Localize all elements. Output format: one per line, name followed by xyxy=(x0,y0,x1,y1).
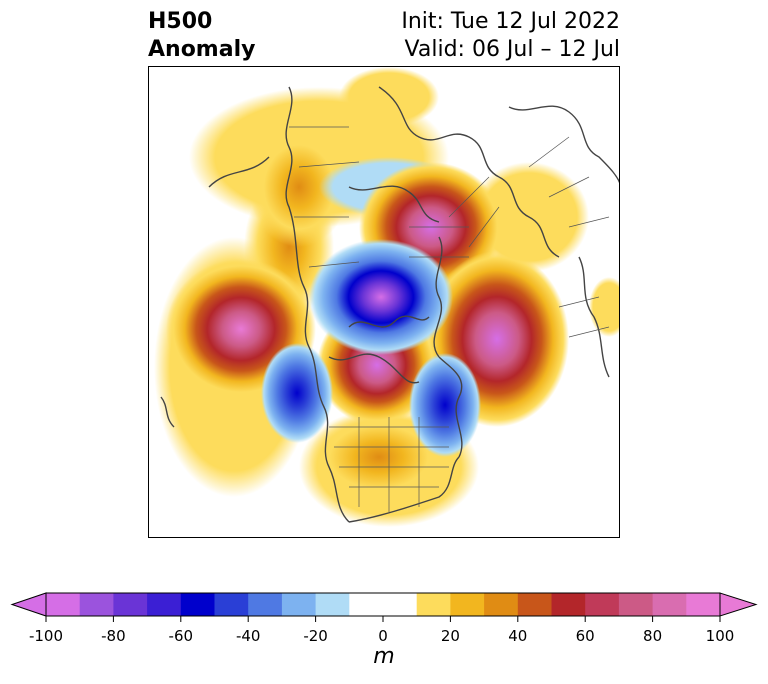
valid-range-label: Valid: 06 Jul – 12 Jul xyxy=(404,37,620,62)
colorbar-tick-label: -100 xyxy=(29,627,63,645)
map-canvas xyxy=(154,67,619,527)
colorbar-unit-label: m xyxy=(373,644,395,669)
colorbar-segment xyxy=(46,593,81,616)
colorbar-extend-low xyxy=(10,592,47,617)
title-line-anomaly: Anomaly xyxy=(148,37,256,62)
colorbar-ticks: -100 -80 -60 -40 -20 0 20 40 60 80 100 xyxy=(29,616,734,645)
colorbar-segment xyxy=(147,593,182,616)
map-coastlines xyxy=(160,86,619,523)
colorbar: -100 -80 -60 -40 -20 0 20 40 60 80 100 xyxy=(10,592,758,645)
colorbar-segment xyxy=(349,593,384,616)
colorbar-segment xyxy=(517,593,552,616)
colorbar-tick-label: 60 xyxy=(576,627,595,645)
colorbar-segment xyxy=(484,593,519,616)
map-borders xyxy=(289,126,610,512)
map-title: H500 Anomaly xyxy=(148,8,255,64)
colorbar-segment xyxy=(686,593,721,616)
colorbar-tick-label: -60 xyxy=(169,627,194,645)
colorbar-segment xyxy=(281,593,317,616)
colorbar-segment xyxy=(315,593,350,616)
colorbar-segment xyxy=(79,593,114,616)
colorbar-tick-label: -80 xyxy=(101,627,126,645)
map-subtitle: Init: Tue 12 Jul 2022 Valid: 06 Jul – 12… xyxy=(401,8,620,64)
colorbar-segment xyxy=(416,593,451,616)
colorbar-segment xyxy=(180,593,215,616)
colorbar-tick-label: 100 xyxy=(706,627,735,645)
colorbar-segment xyxy=(618,593,654,616)
title-line-h500: H500 xyxy=(148,9,213,34)
colorbar-tick-label: -20 xyxy=(303,627,328,645)
colorbar-extend-high xyxy=(719,592,758,617)
colorbar-tick-label: -40 xyxy=(236,627,261,645)
colorbar-tick-label: 20 xyxy=(441,627,460,645)
init-date-label: Init: Tue 12 Jul 2022 xyxy=(401,9,620,34)
colorbar-segment xyxy=(214,593,249,616)
colorbar-segment xyxy=(551,593,586,616)
colorbar-segment xyxy=(450,593,485,616)
colorbar-tick-label: 40 xyxy=(508,627,527,645)
anomaly-fill-negative-centers xyxy=(261,239,481,457)
colorbar-segment xyxy=(113,593,148,616)
colorbar-segment xyxy=(248,593,283,616)
colorbar-segments xyxy=(10,592,758,617)
colorbar-segment xyxy=(585,593,620,616)
colorbar-segment xyxy=(652,593,687,616)
colorbar-tick-label: 80 xyxy=(643,627,662,645)
anomaly-map xyxy=(148,66,620,538)
colorbar-segment xyxy=(383,593,418,616)
colorbar-tick-label: 0 xyxy=(378,627,388,645)
